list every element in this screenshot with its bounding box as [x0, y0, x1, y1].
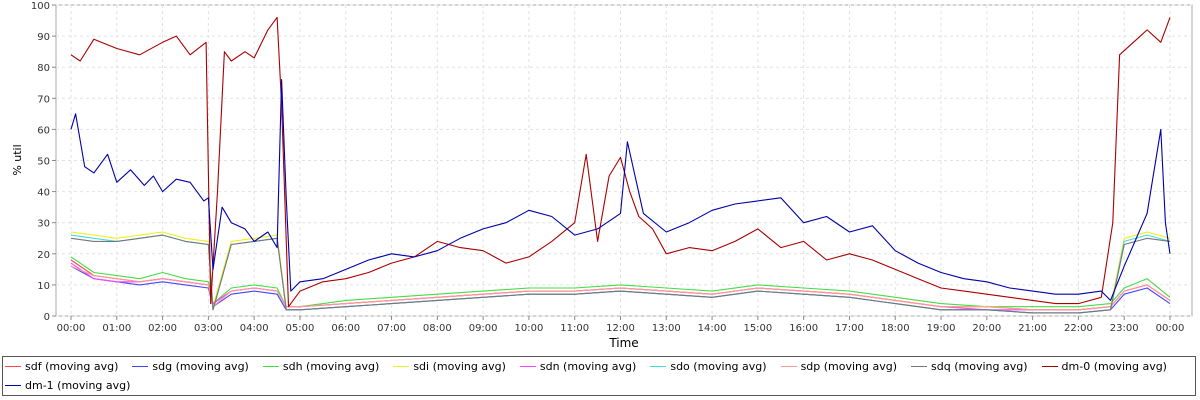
x-tick-label: 09:00 [469, 323, 498, 334]
legend-swatch [262, 366, 279, 367]
plot-area [55, 4, 1193, 317]
legend-item: sdh (moving avg) [262, 357, 380, 376]
legend-item: sdf (moving avg) [5, 357, 118, 376]
x-tick-label: 05:00 [286, 323, 315, 334]
x-tick-label: 03:00 [194, 323, 223, 334]
legend-swatch [519, 366, 536, 367]
x-tick-label: 18:00 [881, 323, 910, 334]
x-tick-label: 13:00 [652, 323, 681, 334]
x-tick-label: 10:00 [515, 323, 544, 334]
legend-swatch [393, 366, 410, 367]
y-tick-label: 100 [31, 1, 50, 12]
x-tick-label: 21:00 [1018, 323, 1047, 334]
y-tick-label: 70 [37, 94, 50, 105]
x-tick-label: 23:00 [1110, 323, 1139, 334]
series-line-dm-1 [70, 79, 1171, 301]
x-tick-label: 01:00 [102, 323, 131, 334]
line-chart: 0 10 20 30 40 50 60 70 80 90 100 00:00 01:00 02:00 03… [11, 1, 1193, 350]
legend-item: sdn (moving avg) [519, 357, 637, 376]
legend-item: sdg (moving avg) [132, 357, 249, 376]
legend-swatch [132, 366, 149, 367]
y-tick-label: 20 [37, 250, 50, 261]
legend-item: dm-1 (moving avg) [5, 376, 130, 395]
y-axis-label: % util [11, 144, 24, 175]
legend-label: sdq (moving avg) [931, 360, 1028, 373]
legend-label: sdo (moving avg) [670, 360, 767, 373]
y-tick-label: 0 [44, 312, 50, 323]
y-tick-label: 90 [37, 32, 50, 43]
y-tick-label: 50 [37, 157, 50, 168]
legend-label: sdh (moving avg) [282, 360, 380, 373]
x-tick-label: 12:00 [606, 323, 635, 334]
legend-label: dm-0 (moving avg) [1061, 360, 1167, 373]
legend-item: dm-0 (moving avg) [1041, 357, 1167, 376]
legend-item: sdi (moving avg) [393, 357, 506, 376]
series-lines [70, 16, 1171, 314]
x-tick-label: 08:00 [423, 323, 452, 334]
x-tick-label: 02:00 [148, 323, 177, 334]
legend-item: sdp (moving avg) [780, 357, 898, 376]
legend: sdf (moving avg) sdg (moving avg) sdh (mov… [2, 356, 1196, 396]
y-tick-label: 40 [37, 188, 50, 199]
legend-label: dm-1 (moving avg) [25, 379, 131, 392]
legend-item: sdo (moving avg) [650, 357, 767, 376]
y-tick-label: 30 [37, 219, 50, 230]
x-tick-label: 19:00 [927, 323, 956, 334]
legend-label: sdf (moving avg) [25, 360, 119, 373]
x-tick-label: 06:00 [331, 323, 360, 334]
x-tick-label: 00:00 [57, 323, 86, 334]
x-axis: 00:00 01:00 02:00 03:00 04:00 05:00 06:00 07:00… [57, 316, 1185, 334]
x-tick-label: 16:00 [789, 323, 818, 334]
x-tick-label: 00:00 [1156, 323, 1185, 334]
legend-item: sdq (moving avg) [911, 357, 1028, 376]
series-line-sdh [70, 256, 1171, 308]
legend-swatch [780, 366, 797, 367]
x-axis-label: Time [608, 336, 638, 350]
x-tick-label: 20:00 [972, 323, 1001, 334]
legend-swatch [911, 366, 928, 367]
legend-label: sdn (moving avg) [539, 360, 637, 373]
legend-label: sdp (moving avg) [800, 360, 898, 373]
y-tick-label: 10 [37, 281, 50, 292]
legend-label: sdi (moving avg) [413, 360, 506, 373]
series-line-dm-0 [70, 16, 1171, 308]
x-tick-label: 04:00 [240, 323, 269, 334]
series-line-sdq [70, 234, 1171, 314]
legend-swatch [1041, 366, 1058, 367]
y-tick-label: 60 [37, 125, 50, 136]
x-tick-label: 11:00 [560, 323, 589, 334]
x-tick-label: 15:00 [743, 323, 772, 334]
legend-swatch [5, 385, 21, 386]
grid [56, 4, 1192, 317]
series-line-sdp [70, 265, 1171, 311]
legend-swatch [650, 366, 667, 367]
x-tick-label: 22:00 [1064, 323, 1093, 334]
x-tick-label: 14:00 [698, 323, 727, 334]
legend-label: sdg (moving avg) [152, 360, 249, 373]
legend-swatch [5, 366, 21, 367]
y-tick-label: 80 [37, 63, 50, 74]
x-tick-label: 17:00 [835, 323, 864, 334]
x-tick-label: 07:00 [377, 323, 406, 334]
y-axis: 0 10 20 30 40 50 60 70 80 90 100 [31, 1, 56, 323]
